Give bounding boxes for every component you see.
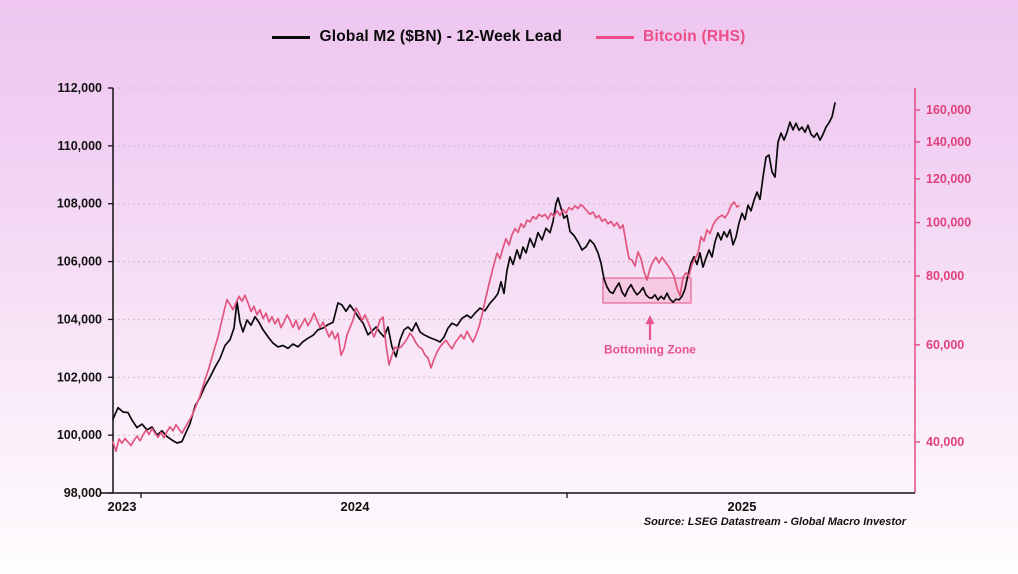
- bottoming-zone-label: Bottoming Zone: [604, 343, 696, 357]
- legend-item-btc: Bitcoin (RHS): [596, 28, 745, 46]
- right-axis-tick-label: 160,000: [926, 103, 971, 117]
- legend: Global M2 ($BN) - 12-Week Lead Bitcoin (…: [0, 28, 1018, 46]
- legend-item-m2: Global M2 ($BN) - 12-Week Lead: [272, 28, 562, 46]
- bottoming-zone-annotation: Bottoming Zone: [604, 315, 696, 357]
- right-axis-tick-label: 120,000: [926, 172, 971, 186]
- right-axis-tick-label: 140,000: [926, 135, 971, 149]
- m2-line-swatch: [272, 35, 311, 39]
- left-axis-tick-label: 100,000: [57, 428, 102, 442]
- left-axis-tick-label: 98,000: [64, 486, 102, 500]
- right-axis-tick-label: 40,000: [926, 435, 964, 449]
- gridlines: [113, 87, 915, 494]
- bitcoin-line: [112, 201, 740, 453]
- x-axis-year-label: 2024: [341, 499, 371, 514]
- m2-line: [112, 102, 836, 444]
- btc-legend-label: Bitcoin (RHS): [643, 28, 746, 45]
- bottoming-zone-arrowhead: [645, 315, 655, 325]
- x-axis-year-label: 2025: [728, 499, 757, 514]
- left-axis-tick-label: 102,000: [57, 370, 102, 384]
- m2-legend-label: Global M2 ($BN) - 12-Week Lead: [319, 28, 563, 45]
- right-axis-tick-label: 80,000: [926, 269, 964, 283]
- left-axis-tick-label: 110,000: [58, 139, 103, 153]
- left-axis-tick-label: 108,000: [57, 197, 102, 211]
- left-axis-tick-label: 106,000: [57, 255, 102, 269]
- left-axis-tick-label: 112,000: [58, 81, 103, 95]
- left-axis-tick-label: 104,000: [57, 312, 102, 326]
- x-axis-year-label: 2023: [108, 499, 137, 514]
- axes: 98,000 100,000 102,000 104,000 106,000 108,00…: [57, 81, 971, 514]
- right-axis-tick-label: 100,000: [926, 216, 971, 230]
- right-axis-tick-label: 60,000: [926, 338, 964, 352]
- source-note: Source: LSEG Datastream - Global Macro I…: [643, 516, 906, 528]
- btc-line-swatch: [596, 35, 635, 39]
